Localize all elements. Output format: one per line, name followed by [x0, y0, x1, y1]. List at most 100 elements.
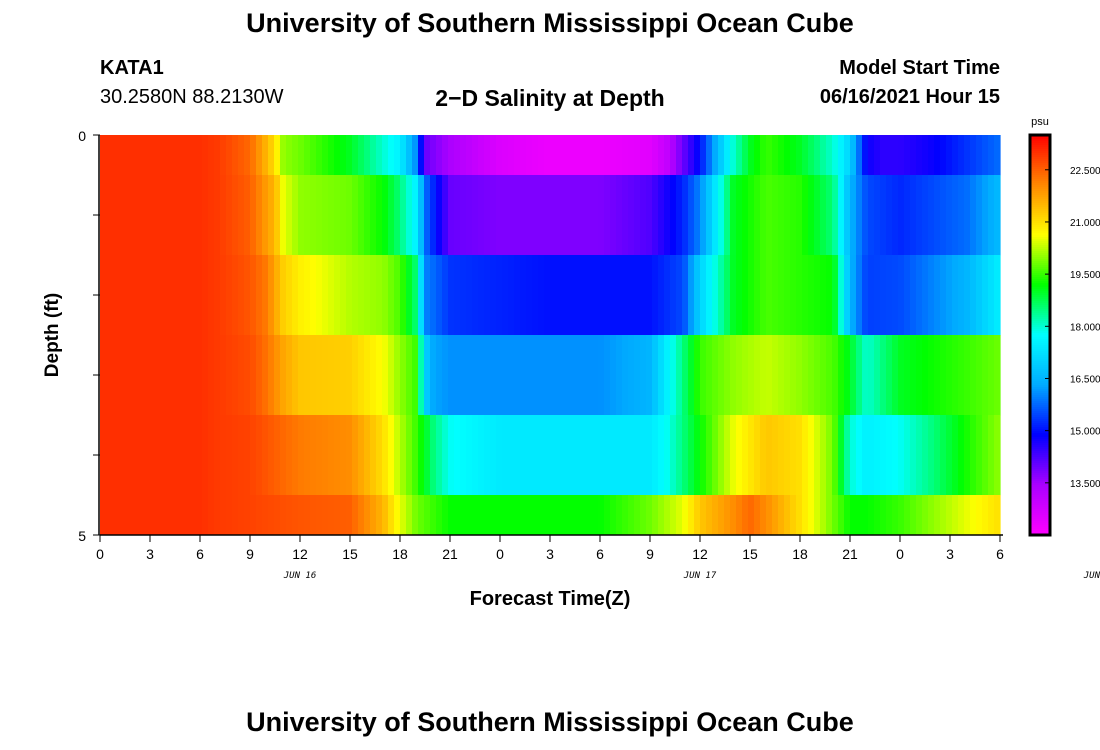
heatmap-cell-layer-4	[544, 415, 551, 496]
heatmap-cell-layer-5	[148, 495, 155, 536]
heatmap-cell-layer-3	[202, 335, 209, 416]
heatmap-cell-layer-4	[670, 415, 677, 496]
heatmap-cell-layer-2	[742, 255, 749, 336]
colorbar-segment	[1030, 273, 1050, 276]
heatmap-cell-layer-3	[316, 335, 323, 416]
heatmap-cell-layer-1	[814, 175, 821, 256]
colorbar-segment	[1030, 431, 1050, 434]
heatmap-cell-layer-1	[850, 175, 857, 256]
heatmap-cell-layer-2	[616, 255, 623, 336]
heatmap-cell-layer-2	[214, 255, 221, 336]
colorbar-segment	[1030, 487, 1050, 490]
heatmap-cell-layer-4	[436, 415, 443, 496]
heatmap-cell-layer-5	[982, 495, 989, 536]
colorbar-segment	[1030, 419, 1050, 422]
heatmap-cell-layer-3	[652, 335, 659, 416]
colorbar-segment	[1030, 179, 1050, 182]
heatmap-cell-layer-0	[598, 135, 605, 176]
heatmap-cell-layer-5	[964, 495, 971, 536]
heatmap-cell-layer-4	[328, 415, 335, 496]
heatmap-cell-layer-2	[100, 255, 107, 336]
heatmap-cell-layer-1	[832, 175, 839, 256]
colorbar-segment	[1030, 377, 1050, 380]
heatmap-cell-layer-3	[886, 335, 893, 416]
colorbar-segment	[1030, 511, 1050, 514]
heatmap-cell-layer-0	[394, 135, 401, 176]
colorbar-segment	[1030, 229, 1050, 232]
colorbar-segment	[1030, 141, 1050, 144]
colorbar-segment	[1030, 177, 1050, 180]
heatmap-cell-layer-1	[940, 175, 947, 256]
colorbar-segment	[1030, 317, 1050, 320]
heatmap-cell-layer-0	[214, 135, 221, 176]
heatmap-cell-layer-5	[916, 495, 923, 536]
heatmap-cell-layer-4	[538, 415, 545, 496]
heatmap-cell-layer-3	[622, 335, 629, 416]
heatmap-cell-layer-0	[970, 135, 977, 176]
heatmap-cell-layer-5	[610, 495, 617, 536]
heatmap-cell-layer-5	[946, 495, 953, 536]
colorbar-segment	[1030, 207, 1050, 210]
heatmap-cell-layer-1	[700, 175, 707, 256]
heatmap-cell-layer-0	[316, 135, 323, 176]
colorbar-segment	[1030, 327, 1050, 330]
heatmap-cell-layer-0	[502, 135, 509, 176]
heatmap-cell-layer-5	[430, 495, 437, 536]
heatmap-cell-layer-3	[526, 335, 533, 416]
heatmap-cell-layer-5	[274, 495, 281, 536]
heatmap-cell-layer-2	[394, 255, 401, 336]
colorbar-segment	[1030, 393, 1050, 396]
colorbar-tick-label: 16.500	[1070, 374, 1100, 385]
heatmap-cell-layer-0	[418, 135, 425, 176]
heatmap-cell-layer-5	[490, 495, 497, 536]
heatmap-cell-layer-3	[382, 335, 389, 416]
heatmap-cell-layer-0	[382, 135, 389, 176]
colorbar-segment	[1030, 527, 1050, 530]
heatmap-cell-layer-1	[946, 175, 953, 256]
heatmap-cell-layer-4	[832, 415, 839, 496]
heatmap-cell-layer-4	[748, 415, 755, 496]
heatmap-cell-layer-4	[514, 415, 521, 496]
colorbar-segment	[1030, 381, 1050, 384]
colorbar-segment	[1030, 289, 1050, 292]
colorbar-segment	[1030, 335, 1050, 338]
heatmap-cell-layer-2	[844, 255, 851, 336]
heatmap-cell-layer-1	[316, 175, 323, 256]
colorbar-segment	[1030, 159, 1050, 162]
heatmap-cell-layer-4	[208, 415, 215, 496]
heatmap-cell-layer-0	[238, 135, 245, 176]
heatmap-cell-layer-5	[796, 495, 803, 536]
heatmap-cell-layer-0	[298, 135, 305, 176]
heatmap-cell-layer-4	[442, 415, 449, 496]
heatmap-cell-layer-2	[634, 255, 641, 336]
heatmap-cell-layer-2	[460, 255, 467, 336]
heatmap-cell-layer-4	[886, 415, 893, 496]
heatmap-cell-layer-1	[196, 175, 203, 256]
colorbar-segment	[1030, 323, 1050, 326]
heatmap-cell-layer-0	[148, 135, 155, 176]
heatmap-cell-layer-3	[520, 335, 527, 416]
colorbar-segment	[1030, 283, 1050, 286]
heatmap-cell-layer-0	[232, 135, 239, 176]
heatmap-cell-layer-2	[472, 255, 479, 336]
heatmap-cell-layer-2	[694, 255, 701, 336]
heatmap-cell-layer-5	[562, 495, 569, 536]
colorbar-segment	[1030, 345, 1050, 348]
colorbar-segment	[1030, 191, 1050, 194]
heatmap-cell-layer-0	[178, 135, 185, 176]
colorbar-segment	[1030, 297, 1050, 300]
colorbar-segment	[1030, 231, 1050, 234]
heatmap-cell-layer-0	[478, 135, 485, 176]
heatmap-cell-layer-0	[484, 135, 491, 176]
heatmap-cell-layer-0	[268, 135, 275, 176]
heatmap-cell-layer-3	[784, 335, 791, 416]
colorbar-segment	[1030, 455, 1050, 458]
colorbar-segment	[1030, 389, 1050, 392]
heatmap-cell-layer-1	[172, 175, 179, 256]
heatmap-cell-layer-3	[238, 335, 245, 416]
heatmap-cell-layer-3	[808, 335, 815, 416]
heatmap-cell-layer-2	[562, 255, 569, 336]
heatmap-cell-layer-5	[334, 495, 341, 536]
heatmap-cell-layer-2	[958, 255, 965, 336]
heatmap-cell-layer-5	[208, 495, 215, 536]
